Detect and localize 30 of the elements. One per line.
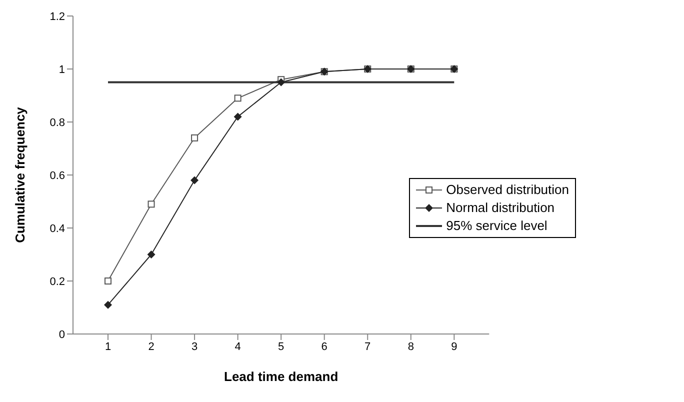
x-tick-label: 6 — [321, 340, 328, 353]
point — [190, 176, 199, 184]
point — [104, 300, 112, 309]
x-tick-label: 4 — [234, 340, 241, 353]
x-tick-label: 2 — [148, 340, 154, 353]
point — [191, 134, 198, 142]
point — [147, 250, 156, 258]
y-tick-label: 0 — [58, 328, 65, 341]
x-tick-label: 7 — [364, 340, 371, 353]
y-tick-label: 0.2 — [50, 276, 65, 288]
point — [277, 78, 286, 86]
x-tick-label: 5 — [278, 340, 284, 353]
x-axis-title: Lead time demand — [224, 369, 338, 384]
legend-label: Observed distribution — [446, 181, 569, 199]
y-tick-label: 0.8 — [50, 116, 65, 129]
x-tick-label: 9 — [451, 340, 458, 353]
y-axis-title: Cumulative frequency — [12, 106, 28, 243]
x-tick-label: 8 — [408, 340, 414, 353]
point — [104, 278, 112, 284]
y-tick-label: 0.6 — [50, 170, 65, 182]
x-tick-label: 3 — [191, 340, 198, 353]
x-tick-label: 1 — [104, 340, 112, 353]
y-tick-label: 1 — [58, 64, 65, 76]
point — [148, 200, 155, 208]
y-tick-label: 1.2 — [50, 10, 65, 23]
point — [234, 94, 242, 102]
y-tick-label: 0.4 — [50, 222, 65, 235]
legend-label: 95% service level — [446, 217, 548, 235]
legend-label: Normal distribution — [446, 199, 555, 217]
point — [234, 112, 242, 121]
